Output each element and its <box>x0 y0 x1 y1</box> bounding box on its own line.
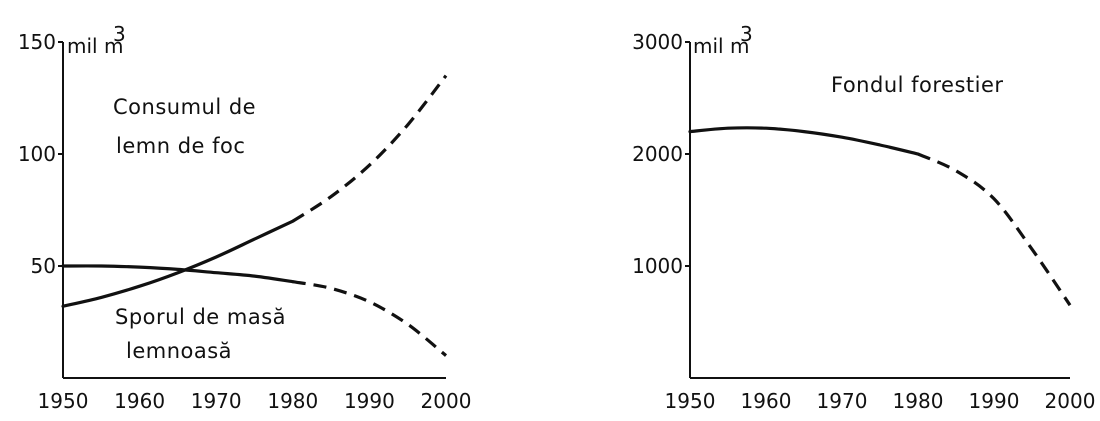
y-tick-label: 2000 <box>632 142 683 166</box>
y-tick-label: 50 <box>31 254 56 278</box>
x-tick-label: 1990 <box>344 389 395 413</box>
x-tick-label: 1990 <box>969 389 1020 413</box>
y-tick-label: 1000 <box>632 254 683 278</box>
x-tick-label: 1960 <box>114 389 165 413</box>
y-unit-label: mil m <box>67 34 123 58</box>
series-0-dashed-projection <box>291 74 448 223</box>
y-tick-label: 3000 <box>632 30 683 54</box>
chart-right-forest-fund: mil m3 3000 2000 1000 1950 1960 1970 1980 1990 20… <box>632 22 1095 413</box>
chart-left-consumption-vs-increment: mil m3 150 100 50 1950 1960 1970 1980 1990 2000 Co… <box>18 22 472 413</box>
y-unit-superscript: 3 <box>113 22 126 46</box>
y-unit-label: mil m <box>693 34 749 58</box>
x-tick-label: 1950 <box>38 389 89 413</box>
series-0-solid-line <box>61 219 295 308</box>
y-unit-superscript: 3 <box>740 22 753 46</box>
x-tick-label: 2000 <box>1045 389 1096 413</box>
x-tick-label: 1950 <box>665 389 716 413</box>
x-tick-label: 1980 <box>893 389 944 413</box>
series-0-annotation-line: Consumul de <box>113 95 256 119</box>
series-1-dashed-projection <box>292 280 448 357</box>
x-tick-label: 1970 <box>191 389 242 413</box>
y-tick-label: 100 <box>18 142 56 166</box>
series-0-annotation-line: Fondul forestier <box>831 73 1004 97</box>
y-tick-label: 150 <box>18 30 56 54</box>
x-tick-label: 1970 <box>817 389 868 413</box>
series-0-dashed-projection <box>917 152 1072 307</box>
series-0-annotation-line: lemn de foc <box>116 134 245 158</box>
series-1-annotation-line: lemnoasă <box>126 339 232 363</box>
x-tick-label: 2000 <box>421 389 472 413</box>
x-tick-label: 1980 <box>267 389 318 413</box>
series-0-solid-line <box>688 126 920 156</box>
series-1-solid-line <box>61 264 295 284</box>
x-tick-label: 1960 <box>741 389 792 413</box>
series-1-annotation-line: Sporul de masă <box>115 305 286 329</box>
